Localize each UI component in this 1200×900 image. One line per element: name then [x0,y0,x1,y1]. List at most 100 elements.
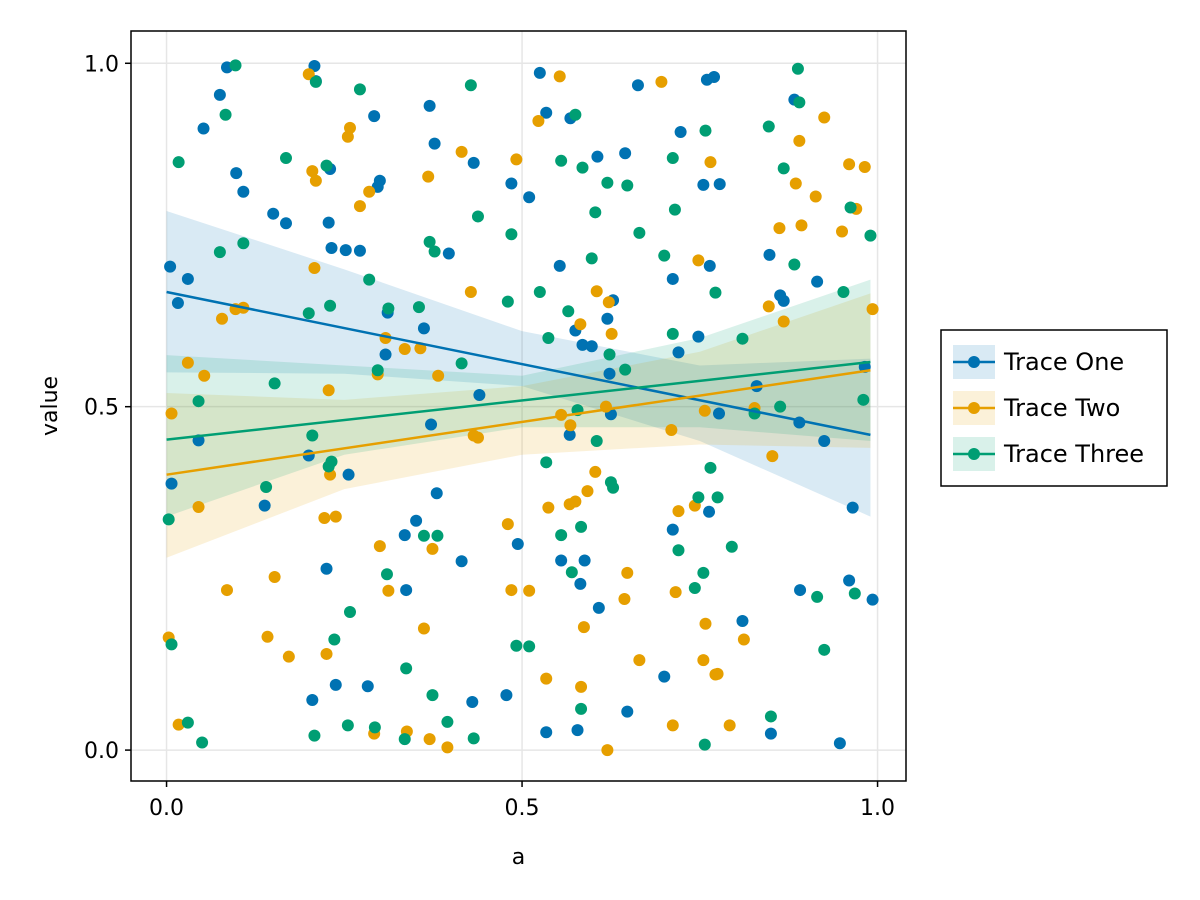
data-point [621,705,634,718]
data-point [165,638,178,651]
data-point [708,71,721,84]
data-point [382,584,395,597]
data-point [442,247,455,260]
data-point [353,200,366,213]
data-point [302,307,315,320]
legend-label: Trace Two [1003,394,1120,422]
data-point [473,389,486,402]
data-point [703,505,716,518]
data-point [555,154,568,167]
data-point [260,481,273,494]
data-point [577,621,590,634]
y-tick-label: 0.0 [84,739,119,764]
data-point [692,254,705,267]
data-point [428,137,441,150]
data-point [192,395,205,408]
data-point [219,108,232,121]
fit-line [166,369,871,476]
data-point [836,225,849,238]
data-point [672,544,685,557]
data-point [576,338,589,351]
data-point [794,584,807,597]
data-point [353,83,366,96]
data-point [713,407,726,420]
data-point [766,450,779,463]
data-point [777,162,790,175]
data-point [523,191,536,204]
data-point [162,513,175,526]
data-point [280,152,292,165]
data-point [511,538,524,551]
data-point [762,300,775,313]
data-point [704,156,717,169]
data-point [762,120,775,133]
data-point [329,678,342,691]
data-point [601,744,614,757]
data-point [709,286,722,299]
data-point [532,114,545,127]
x-tick-label: 1.0 [860,796,895,821]
data-point [811,275,824,288]
data-point [592,601,605,614]
data-point [793,96,806,109]
data-point [571,724,584,737]
data-point [398,342,411,355]
data-point [261,630,274,643]
scatter-points [162,59,879,757]
data-point [308,261,321,274]
data-point [578,554,591,567]
data-point [703,259,716,272]
data-point [555,529,568,542]
data-point [569,495,582,508]
data-point [229,59,242,72]
data-point [455,145,468,158]
data-point [621,179,634,192]
data-point [329,510,342,523]
data-point [237,237,250,250]
data-point [565,566,578,579]
data-point [858,160,871,173]
data-point [711,667,724,680]
data-point [704,461,717,474]
data-point [467,156,480,169]
data-point [426,542,439,555]
data-point [455,555,468,568]
data-point [398,529,411,542]
data-point [417,622,430,635]
data-point [692,330,705,343]
data-point [523,584,536,597]
data-point [164,260,177,273]
data-point [818,435,831,448]
data-point [501,518,514,531]
x-tick-label: 0.5 [505,796,540,821]
data-point [220,584,233,597]
data-point [698,404,711,417]
data-point [309,75,322,88]
legend-label: Trace One [1003,348,1124,376]
data-point [658,249,671,262]
data-point [464,79,477,92]
y-tick-label: 1.0 [84,52,119,77]
data-point [320,562,333,575]
data-point [697,178,710,191]
data-point [864,229,877,242]
data-point [363,185,376,198]
data-point [789,177,802,190]
axis-ticks: 0.0 0.5 1.0 0.0 0.5 1.0 [84,52,895,821]
data-point [165,477,178,490]
data-point [576,161,589,174]
data-point [605,327,618,340]
data-point [669,586,682,599]
data-point [361,680,374,693]
data-point [666,523,679,536]
data-point [562,305,575,318]
data-point [563,428,576,441]
data-point [697,654,710,667]
data-point [467,732,480,745]
data-point [633,654,646,667]
x-axis-label: a [512,845,525,870]
data-point [737,633,750,646]
data-point [621,566,634,579]
data-point [417,322,430,335]
data-point [505,177,518,190]
